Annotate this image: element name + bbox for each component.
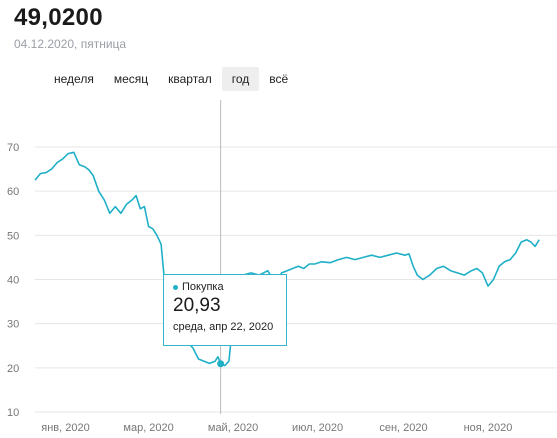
y-tick-label: 60: [7, 186, 19, 198]
chart-tooltip: Покупка 20,93 среда, апр 22, 2020: [163, 274, 287, 346]
x-tick-label: сен, 2020: [379, 422, 427, 434]
y-tick-label: 40: [7, 275, 19, 287]
tooltip-series-label: Покупка: [182, 281, 224, 293]
tab-week[interactable]: неделя: [54, 72, 94, 86]
y-tick-label: 70: [7, 142, 19, 154]
y-tick-label: 10: [7, 407, 19, 419]
series-line: [34, 151, 540, 367]
tooltip-date: среда, апр 22, 2020: [173, 321, 274, 333]
price-date: 04.12.2020, пятница: [14, 37, 127, 51]
y-tick-label: 30: [7, 319, 19, 331]
series-dot-icon: [173, 284, 178, 290]
current-price: 49,0200: [14, 4, 103, 31]
period-tabs: неделя месяц квартал год всё: [44, 67, 298, 91]
y-tick-label: 50: [7, 230, 19, 242]
tooltip-series: Покупка: [173, 281, 286, 293]
x-tick-label: ноя, 2020: [464, 422, 513, 434]
tab-year[interactable]: год: [221, 67, 260, 91]
tab-all[interactable]: всё: [269, 72, 289, 86]
x-tick-label: май, 2020: [208, 422, 258, 434]
tab-month[interactable]: месяц: [113, 72, 149, 86]
tooltip-value: 20,93: [173, 295, 221, 316]
x-tick-label: июл, 2020: [292, 422, 343, 434]
x-tick-label: мар, 2020: [123, 422, 173, 434]
x-tick-label: янв, 2020: [41, 422, 89, 434]
y-tick-label: 20: [7, 363, 19, 375]
highlight-point: [217, 360, 225, 368]
tab-quarter[interactable]: квартал: [168, 72, 212, 86]
